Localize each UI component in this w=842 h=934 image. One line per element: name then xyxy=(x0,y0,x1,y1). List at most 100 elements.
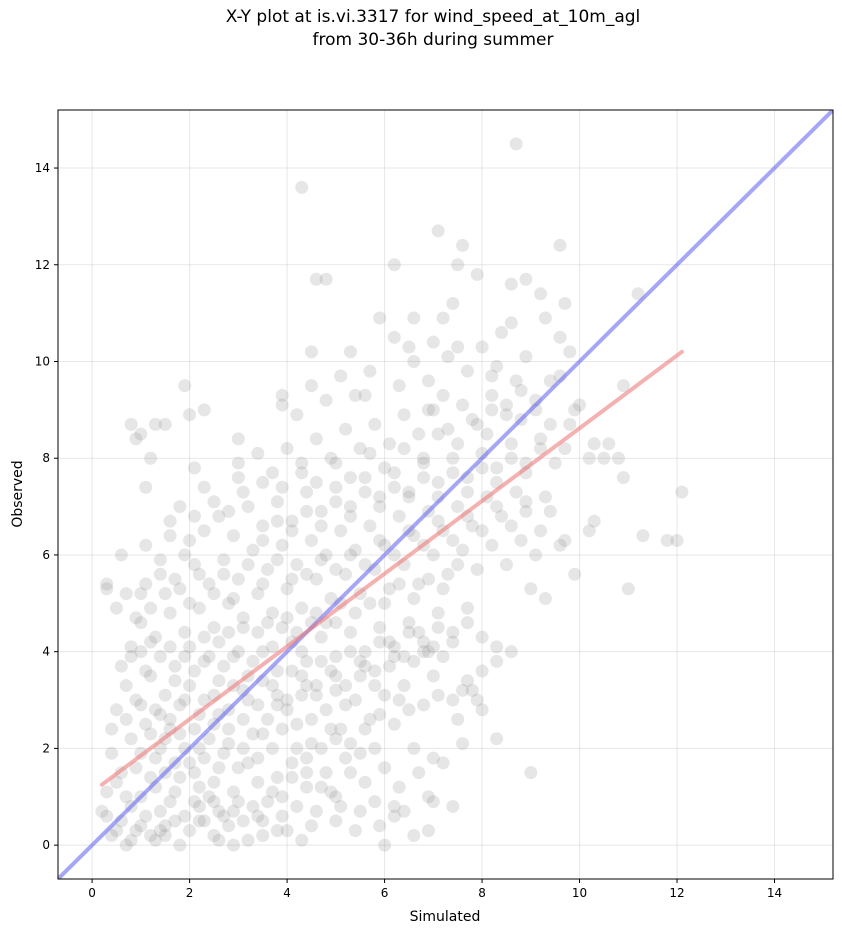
data-point xyxy=(490,654,504,668)
data-point xyxy=(417,698,431,712)
data-point xyxy=(460,616,474,630)
data-point xyxy=(387,480,401,494)
data-point xyxy=(334,524,348,538)
data-point xyxy=(373,635,387,649)
data-point xyxy=(226,804,240,818)
data-point xyxy=(183,756,197,770)
data-point xyxy=(329,732,343,746)
data-point xyxy=(183,679,197,693)
data-point xyxy=(309,606,323,620)
data-point xyxy=(675,485,689,499)
data-point xyxy=(285,572,299,586)
data-point xyxy=(358,775,372,789)
data-point xyxy=(295,669,309,683)
data-point xyxy=(568,567,582,581)
data-point xyxy=(378,688,392,702)
data-point xyxy=(363,519,377,533)
data-point xyxy=(314,553,328,567)
data-point xyxy=(407,741,421,755)
data-point xyxy=(519,504,533,518)
y-tick-label: 2 xyxy=(42,741,50,755)
data-point xyxy=(295,466,309,480)
data-point xyxy=(504,519,518,533)
data-point xyxy=(251,698,265,712)
data-point xyxy=(358,722,372,736)
data-point xyxy=(485,538,499,552)
chart-title-line-1: X-Y plot at is.vi.3317 for wind_speed_at… xyxy=(225,7,641,27)
data-point xyxy=(212,804,226,818)
data-point xyxy=(421,790,435,804)
data-point xyxy=(134,587,148,601)
data-point xyxy=(378,838,392,852)
data-point xyxy=(314,741,328,755)
data-point xyxy=(119,679,133,693)
plot-frame xyxy=(57,109,834,880)
data-point xyxy=(197,654,211,668)
data-point xyxy=(392,577,406,591)
data-point xyxy=(183,533,197,547)
data-point xyxy=(109,601,123,615)
data-point xyxy=(197,524,211,538)
data-point xyxy=(587,437,601,451)
data-point xyxy=(309,688,323,702)
data-point xyxy=(153,824,167,838)
data-point xyxy=(621,582,635,596)
data-point xyxy=(426,751,440,765)
data-point xyxy=(382,582,396,596)
data-point xyxy=(343,625,357,639)
x-tick-label: 0 xyxy=(88,886,96,900)
data-point xyxy=(207,828,221,842)
data-point xyxy=(495,509,509,523)
data-point xyxy=(446,466,460,480)
data-point xyxy=(183,408,197,422)
chart-title: X-Y plot at is.vi.3317 for wind_speed_at… xyxy=(0,6,842,52)
data-point xyxy=(402,625,416,639)
data-point xyxy=(436,311,450,325)
data-point xyxy=(285,664,299,678)
data-point xyxy=(192,814,206,828)
data-point xyxy=(490,500,504,514)
data-point xyxy=(256,533,270,547)
data-point xyxy=(553,538,567,552)
data-point xyxy=(499,408,513,422)
data-point xyxy=(100,582,114,596)
data-point xyxy=(129,611,143,625)
data-point xyxy=(417,645,431,659)
data-point xyxy=(402,485,416,499)
data-point xyxy=(236,712,250,726)
data-point xyxy=(280,442,294,456)
data-point xyxy=(163,795,177,809)
data-point xyxy=(134,427,148,441)
data-point xyxy=(358,471,372,485)
data-point xyxy=(460,485,474,499)
data-point xyxy=(470,562,484,576)
data-point xyxy=(407,529,421,543)
data-point xyxy=(343,548,357,562)
data-point xyxy=(475,340,489,354)
data-point xyxy=(153,650,167,664)
data-point xyxy=(212,635,226,649)
data-point xyxy=(421,645,435,659)
data-point xyxy=(202,732,216,746)
y-tick-label: 6 xyxy=(42,548,50,562)
data-point xyxy=(256,814,270,828)
data-point xyxy=(114,659,128,673)
data-point xyxy=(485,403,499,417)
data-point xyxy=(124,650,138,664)
data-point xyxy=(407,311,421,325)
data-point xyxy=(100,577,114,591)
data-point xyxy=(158,688,172,702)
data-point xyxy=(256,645,270,659)
data-point xyxy=(446,693,460,707)
data-point xyxy=(397,679,411,693)
data-point xyxy=(309,804,323,818)
data-point xyxy=(329,650,343,664)
data-point xyxy=(134,645,148,659)
data-point xyxy=(109,703,123,717)
data-point xyxy=(275,621,289,635)
data-point xyxy=(475,461,489,475)
data-point xyxy=(105,746,119,760)
data-point xyxy=(197,480,211,494)
data-point xyxy=(558,296,572,310)
